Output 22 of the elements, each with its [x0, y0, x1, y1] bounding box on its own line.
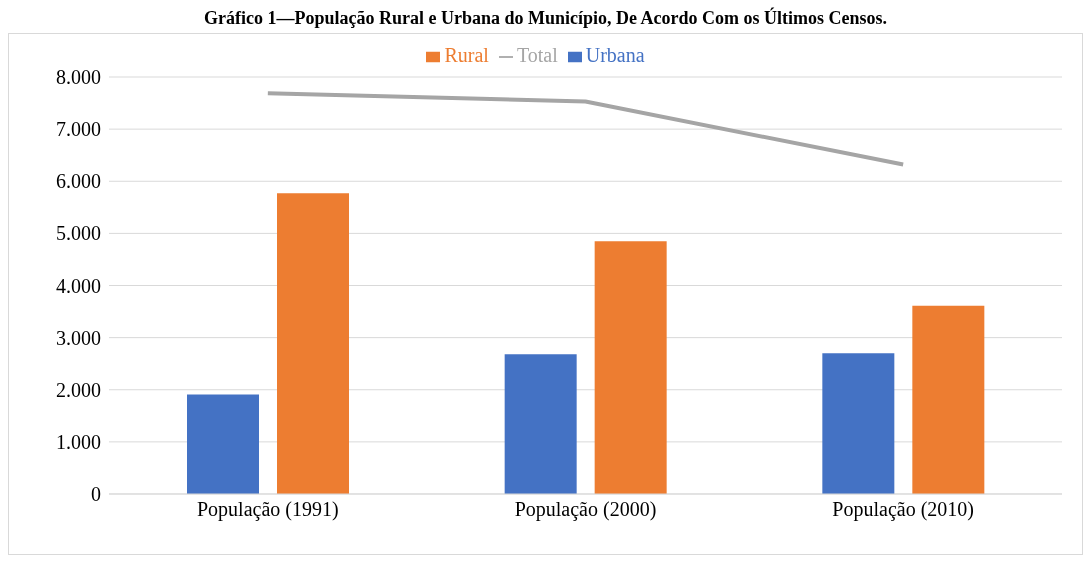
legend-label: Rural — [444, 44, 489, 66]
y-tick-label: 6.000 — [56, 170, 101, 193]
legend-label: Total — [516, 44, 558, 66]
x-tick-label: População (2010) — [832, 498, 974, 522]
bar — [912, 305, 985, 494]
bar — [277, 193, 349, 494]
bar — [187, 394, 259, 494]
x-tick-label: População (1991) — [197, 498, 339, 522]
y-tick-label: 8.000 — [56, 66, 101, 89]
bar — [822, 353, 895, 494]
bar — [594, 241, 667, 494]
y-tick-label: 1.000 — [56, 430, 101, 453]
x-tick-label: População (2000) — [514, 498, 657, 522]
chart-title: Gráfico 1—População Rural e Urbana do Município, De Acordo Com os Últimos Censos. — [203, 8, 888, 29]
y-tick-label: 4.000 — [56, 274, 101, 297]
y-tick-label: 5.000 — [56, 222, 101, 245]
y-tick-label: 0 — [91, 483, 101, 506]
y-tick-label: 2.000 — [56, 378, 101, 401]
y-tick-label: 7.000 — [56, 118, 101, 141]
legend-label: Urbana — [585, 44, 645, 66]
bar — [504, 354, 577, 494]
y-tick-label: 3.000 — [56, 326, 101, 349]
